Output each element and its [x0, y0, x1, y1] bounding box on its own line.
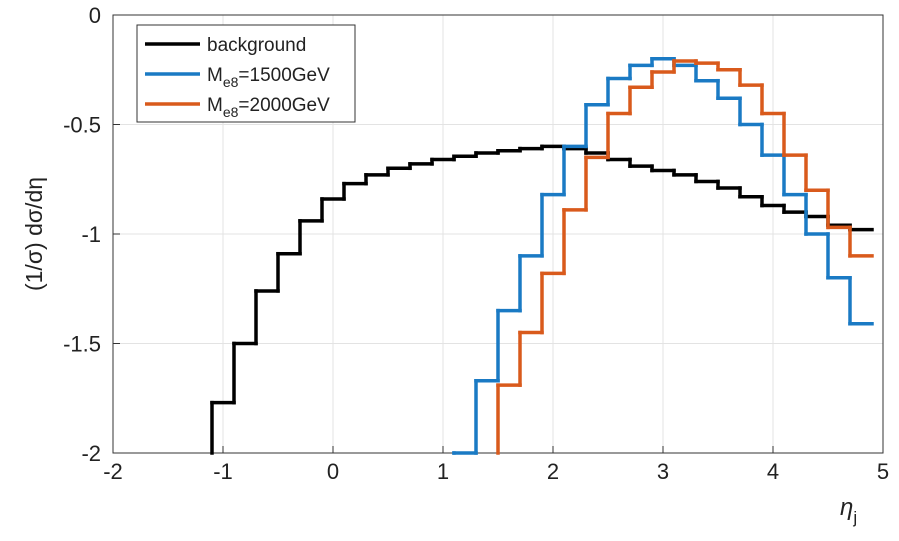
x-tick-label: 1	[437, 459, 449, 484]
y-axis-label: (1/σ) dσ/dη	[21, 177, 47, 291]
x-axis-label: ηj	[840, 494, 857, 527]
x-tick-label: -1	[213, 459, 233, 484]
x-tick-label: 4	[767, 459, 779, 484]
x-tick-label: 2	[547, 459, 559, 484]
x-tick-label: -2	[103, 459, 123, 484]
legend-label: Me8=1500GeV	[207, 65, 330, 90]
x-tick-label: 5	[877, 459, 889, 484]
y-tick-label: 0	[89, 3, 101, 28]
x-tick-label: 0	[327, 459, 339, 484]
y-tick-label: -1	[81, 222, 101, 247]
legend-label: background	[207, 35, 306, 56]
legend-label: Me8=2000GeV	[207, 95, 330, 120]
y-tick-label: -0.5	[63, 113, 101, 138]
y-tick-label: -2	[81, 441, 101, 466]
y-tick-label: -1.5	[63, 332, 101, 357]
x-tick-label: 3	[657, 459, 669, 484]
